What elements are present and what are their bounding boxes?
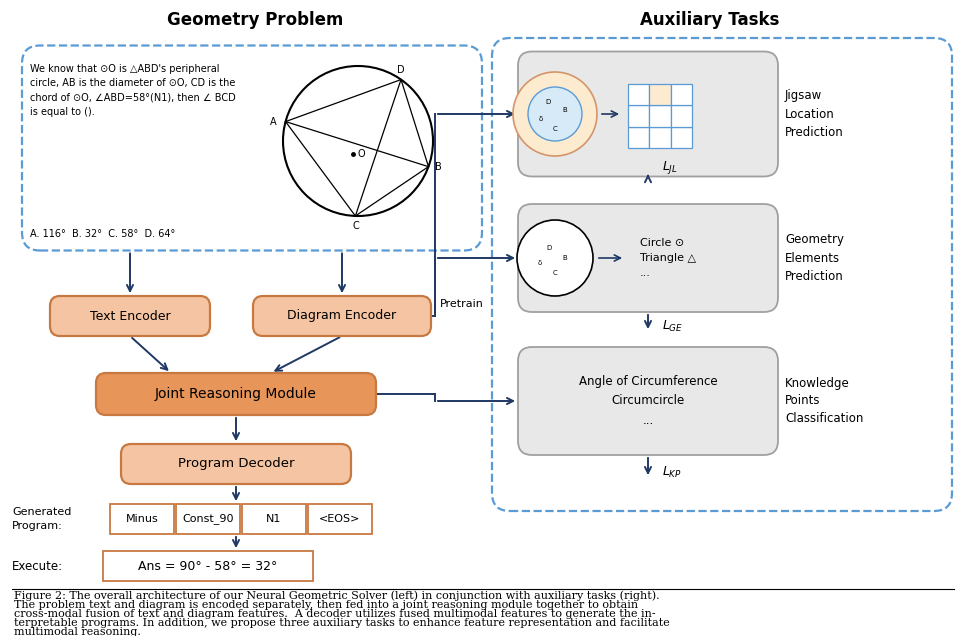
- Text: Angle of Circumference
Circumcircle
...: Angle of Circumference Circumcircle ...: [579, 375, 718, 427]
- Bar: [176, 504, 240, 534]
- Text: δ: δ: [538, 260, 542, 266]
- FancyBboxPatch shape: [518, 347, 778, 455]
- FancyBboxPatch shape: [492, 38, 952, 511]
- Text: Circle ⊙
Triangle △
...: Circle ⊙ Triangle △ ...: [640, 238, 696, 278]
- Bar: [628, 83, 649, 105]
- Text: $L_{GE}$: $L_{GE}$: [662, 319, 683, 333]
- Text: Auxiliary Tasks: Auxiliary Tasks: [640, 11, 780, 29]
- Bar: [649, 105, 671, 127]
- Bar: [110, 504, 174, 534]
- Text: Knowledge
Points
Classification: Knowledge Points Classification: [785, 377, 864, 425]
- Bar: [308, 504, 372, 534]
- FancyBboxPatch shape: [518, 52, 778, 177]
- Bar: [671, 105, 693, 127]
- Text: D: D: [546, 99, 551, 105]
- Text: Minus: Minus: [126, 514, 158, 524]
- Bar: [671, 83, 693, 105]
- Bar: [628, 105, 649, 127]
- Text: multimodal reasoning.: multimodal reasoning.: [14, 627, 141, 636]
- Text: $L_{KP}$: $L_{KP}$: [662, 464, 682, 480]
- FancyBboxPatch shape: [96, 373, 376, 415]
- Bar: [649, 83, 671, 105]
- FancyBboxPatch shape: [253, 296, 431, 336]
- Text: A. 116°  B. 32°  C. 58°  D. 64°: A. 116° B. 32° C. 58° D. 64°: [30, 229, 175, 239]
- Text: We know that ⊙O is △ABD's peripheral
circle, AB is the diameter of ⊙O, CD is the: We know that ⊙O is △ABD's peripheral cir…: [30, 64, 236, 117]
- Text: A: A: [270, 116, 277, 127]
- Text: $L_{JL}$: $L_{JL}$: [662, 160, 678, 177]
- Circle shape: [513, 72, 597, 156]
- Text: D: D: [397, 65, 405, 74]
- Text: Geometry Problem: Geometry Problem: [167, 11, 343, 29]
- Text: Joint Reasoning Module: Joint Reasoning Module: [156, 387, 317, 401]
- Text: N1: N1: [267, 514, 282, 524]
- Text: B: B: [435, 162, 441, 172]
- Text: Diagram Encoder: Diagram Encoder: [288, 310, 397, 322]
- Text: Program Decoder: Program Decoder: [178, 457, 295, 471]
- Text: C: C: [553, 126, 557, 132]
- Text: Pretrain: Pretrain: [440, 299, 484, 309]
- Bar: [628, 127, 649, 148]
- FancyBboxPatch shape: [22, 46, 482, 251]
- Circle shape: [528, 87, 582, 141]
- Text: cross-modal fusion of text and diagram features.  A decoder utilizes fused multi: cross-modal fusion of text and diagram f…: [14, 609, 656, 619]
- Text: δ: δ: [539, 116, 543, 122]
- Bar: [103, 551, 313, 581]
- Text: terpretable programs. In addition, we propose three auxiliary tasks to enhance f: terpretable programs. In addition, we pr…: [14, 618, 669, 628]
- Text: B: B: [562, 107, 567, 113]
- Text: <EOS>: <EOS>: [320, 514, 360, 524]
- Text: B: B: [562, 255, 567, 261]
- Bar: [671, 127, 693, 148]
- Text: C: C: [352, 221, 358, 231]
- Text: Jigsaw
Location
Prediction: Jigsaw Location Prediction: [785, 90, 843, 139]
- Text: C: C: [553, 270, 557, 276]
- Bar: [649, 127, 671, 148]
- Text: O: O: [357, 149, 365, 159]
- Text: Execute:: Execute:: [12, 560, 63, 572]
- Text: Const_90: Const_90: [183, 513, 234, 525]
- FancyBboxPatch shape: [121, 444, 351, 484]
- Text: Text Encoder: Text Encoder: [90, 310, 170, 322]
- Text: The problem text and diagram is encoded separately, then fed into a joint reason: The problem text and diagram is encoded …: [14, 600, 639, 610]
- Circle shape: [517, 220, 593, 296]
- Text: Geometry
Elements
Prediction: Geometry Elements Prediction: [785, 233, 844, 282]
- Text: Ans = 90° - 58° = 32°: Ans = 90° - 58° = 32°: [138, 560, 277, 572]
- FancyBboxPatch shape: [518, 204, 778, 312]
- Text: D: D: [547, 245, 552, 251]
- FancyBboxPatch shape: [50, 296, 210, 336]
- Text: Generated
Program:: Generated Program:: [12, 508, 71, 530]
- Bar: [242, 504, 306, 534]
- Text: Figure 2: The overall architecture of our Neural Geometric Solver (left) in conj: Figure 2: The overall architecture of ou…: [14, 590, 660, 601]
